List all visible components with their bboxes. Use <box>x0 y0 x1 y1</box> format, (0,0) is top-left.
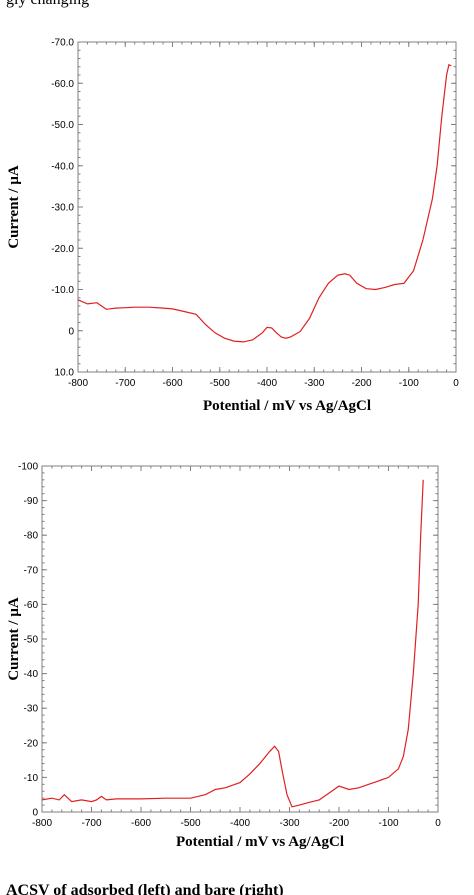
y-axis-title: Current / µA <box>6 597 22 681</box>
x-tick-label: -800 <box>68 378 88 389</box>
y-tick-label: -100 <box>18 462 38 473</box>
x-tick-label: -500 <box>180 818 200 829</box>
x-tick-label: 0 <box>435 818 441 829</box>
chart-bottom: -800 -700 -600 -500 -400 -300 -200 -100 0-100-90… <box>6 462 441 851</box>
y-tick-label: -80 <box>24 531 39 542</box>
y-tick-label: -50 <box>24 635 39 646</box>
y-tick-label: -60.0 <box>51 79 74 90</box>
y-tick-label: -70.0 <box>51 38 74 49</box>
series-line <box>77 63 452 343</box>
chart-top: -800 -700 -600 -500 -400 -300 -200 -100 0 -70.0 -6… <box>6 38 459 415</box>
y-tick-label: -40.0 <box>51 161 74 172</box>
y-tick-label: 0 <box>68 326 74 337</box>
x-axis-title: Potential / mV vs Ag/AgCl <box>203 398 371 414</box>
x-tick-label: -200 <box>329 818 349 829</box>
y-tick-label: -10 <box>24 773 39 784</box>
y-tick-label: 10.0 <box>55 368 75 379</box>
x-tick-label: -100 <box>378 818 398 829</box>
y-tick-label: -20 <box>24 738 39 749</box>
series-line <box>41 479 424 808</box>
y-tick-label: -30.0 <box>51 203 74 214</box>
x-axis-title: Potential / mV vs Ag/AgCl <box>176 834 344 850</box>
x-tick-label: -100 <box>399 378 419 389</box>
y-tick-label: -30 <box>24 704 39 715</box>
y-tick-label: -90 <box>24 496 39 507</box>
x-tick-label: -800 <box>32 818 52 829</box>
x-tick-label: -200 <box>351 378 371 389</box>
plot-frame <box>77 41 457 373</box>
y-tick-label: -10.0 <box>51 285 74 296</box>
x-tick-label: 0 <box>453 378 459 389</box>
x-tick-label: -700 <box>81 818 101 829</box>
y-tick-label: 0 <box>32 808 38 819</box>
caption-bottom-fragment: ACSV of adsorbed (left) and bare (right) <box>0 882 474 895</box>
x-tick-label: -600 <box>131 818 151 829</box>
caption-top-text: gly changing <box>6 0 89 9</box>
x-tick-label: -400 <box>230 818 250 829</box>
x-tick-label: -600 <box>162 378 182 389</box>
x-tick-label: -300 <box>304 378 324 389</box>
y-tick-label: -20.0 <box>51 244 74 255</box>
x-tick-label: -500 <box>210 378 230 389</box>
caption-bottom-text: ACSV of adsorbed (left) and bare (right) <box>6 882 284 895</box>
caption-top-fragment: gly changing <box>0 0 474 22</box>
plot-frame <box>41 465 439 813</box>
x-tick-label: -400 <box>257 378 277 389</box>
y-tick-label: -60 <box>24 600 39 611</box>
y-tick-label: -70 <box>24 565 39 576</box>
y-tick-label: -40 <box>24 669 39 680</box>
x-tick-label: -300 <box>279 818 299 829</box>
y-tick-label: -50.0 <box>51 120 74 131</box>
x-tick-label: -700 <box>115 378 135 389</box>
y-axis-title: Current / µA <box>6 165 22 249</box>
